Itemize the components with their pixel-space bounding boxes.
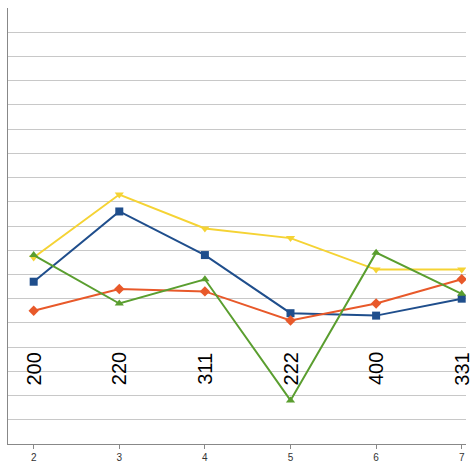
- svg-text:3: 3: [117, 452, 123, 463]
- svg-text:331: 331: [451, 352, 473, 385]
- svg-text:220: 220: [108, 352, 130, 385]
- svg-text:4: 4: [202, 452, 208, 463]
- svg-text:2: 2: [31, 452, 37, 463]
- svg-text:6: 6: [373, 452, 379, 463]
- svg-text:400: 400: [365, 352, 387, 385]
- svg-text:7: 7: [459, 452, 465, 463]
- svg-text:311: 311: [194, 353, 216, 385]
- svg-text:5: 5: [288, 452, 294, 463]
- svg-text:222: 222: [280, 352, 302, 385]
- svg-text:200: 200: [23, 352, 45, 385]
